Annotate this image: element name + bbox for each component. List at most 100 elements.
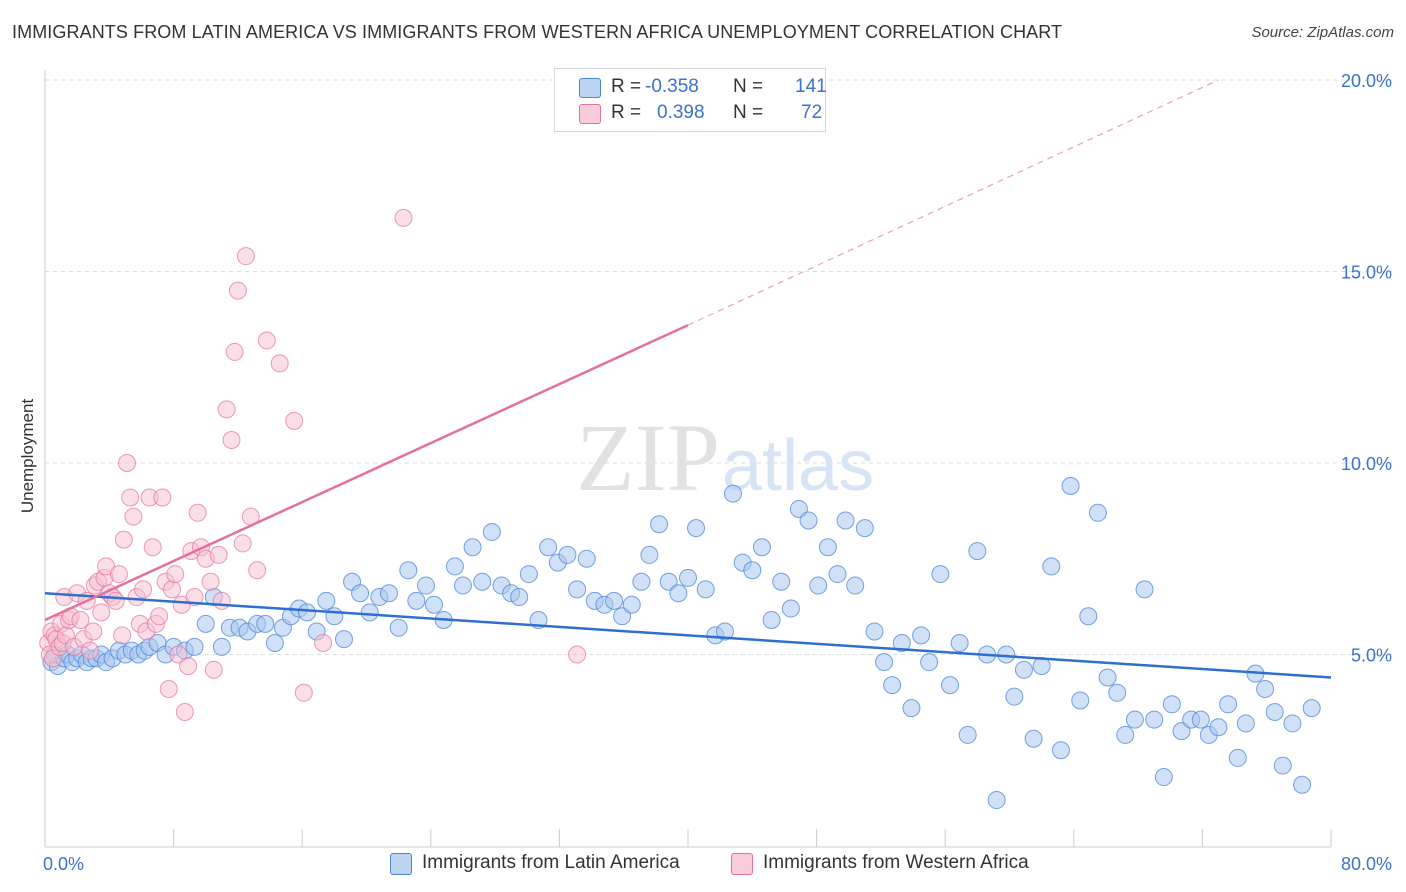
data-point-latin-america [752,538,771,557]
data-point-latin-america [883,676,902,695]
data-point-latin-america [828,565,847,584]
data-point-latin-america [781,599,800,618]
data-point-latin-america [902,699,921,718]
data-point-latin-america [640,545,659,564]
legend-n-value: 141 [795,76,827,97]
data-point-latin-america [659,572,678,591]
grid-lines [45,79,1392,655]
data-point-latin-america [577,549,596,568]
source-label: Source: ZipAtlas.com [1251,24,1394,41]
data-point-latin-america [1172,722,1191,741]
data-point-latin-america [875,653,894,672]
y-tick-label: 10.0% [1341,454,1392,474]
data-point-latin-america [772,572,791,591]
data-point-latin-america [453,576,472,595]
data-point-latin-america [743,561,762,580]
data-point-latin-america [1005,687,1024,706]
data-point-latin-america [1125,710,1144,729]
data-point-western-africa [314,634,333,653]
data-point-latin-america [950,634,969,653]
data-point-western-africa [188,503,207,522]
data-point-western-africa [113,626,132,645]
data-point-latin-america [351,584,370,603]
chart-title: IMMIGRANTS FROM LATIN AMERICA VS IMMIGRA… [12,22,1063,42]
data-point-latin-america [762,611,781,630]
data-point-western-africa [166,565,185,584]
data-point-latin-america [997,645,1016,664]
data-point-latin-america [920,653,939,672]
legend-r-value: -0.358 [645,76,699,97]
data-point-western-africa [150,607,169,626]
data-point-latin-america [1071,691,1090,710]
y-tick-labels: 5.0% 10.0% 15.0% 20.0% [1341,71,1392,666]
data-point-western-africa [204,660,223,679]
data-point-latin-america [1145,710,1164,729]
data-point-latin-america [334,630,353,649]
data-point-latin-america [463,538,482,557]
data-point-western-africa [225,342,244,361]
data-point-latin-america [1061,476,1080,495]
data-point-latin-america [679,568,697,587]
data-point-latin-america [558,545,577,564]
legend-swatch-pink [579,104,601,124]
data-point-latin-america [1191,710,1210,729]
data-point-latin-america [1079,607,1098,626]
legend-label-latin-america: Immigrants from Latin America [422,852,680,873]
y-tick-label: 20.0% [1341,71,1392,91]
data-point-western-africa [285,411,304,430]
legend-n-value: 72 [801,102,823,123]
legend-r-value: 0.398 [657,102,705,123]
data-point-latin-america [1293,775,1312,794]
data-point-latin-america [360,603,379,622]
data-point-western-africa [201,572,220,591]
data-point-latin-america [482,522,501,541]
legend-n-label: N = [733,102,764,123]
data-point-western-africa [143,538,162,557]
data-point-latin-america [632,572,651,591]
data-point-western-africa [92,603,111,622]
data-point-latin-america [196,614,215,633]
data-point-latin-america [1051,741,1070,760]
data-point-latin-america [724,484,743,503]
data-point-latin-america [1256,679,1275,698]
data-point-latin-america [987,791,1006,810]
data-point-western-africa [236,247,255,266]
data-point-latin-america [613,607,632,626]
data-point-western-africa [212,591,231,610]
data-point-latin-america [1219,695,1238,714]
trend-line-western-africa-extension [687,79,1219,326]
data-point-latin-america [539,538,558,557]
data-point-latin-america [1042,557,1061,576]
correlation-legend: R = -0.358 N = 141 R = 0.398 N = 72 [554,68,827,132]
legend-swatch-blue [390,853,412,875]
axes [44,70,1332,848]
data-point-western-africa [117,454,136,472]
data-point-western-africa [71,611,90,630]
data-point-latin-america [669,584,688,603]
data-point-western-africa [257,331,276,350]
data-point-latin-america [510,588,529,607]
data-point-latin-america [1228,748,1247,767]
data-point-western-africa [217,400,236,419]
trend-lines [44,79,1332,679]
data-point-latin-america [473,572,492,591]
x-tick-label: 0.0% [43,854,84,874]
data-point-western-africa [568,645,587,664]
data-point-latin-america [1108,683,1127,702]
data-point-latin-america [1236,714,1255,733]
data-point-latin-america [715,622,734,641]
data-point-latin-america [212,637,231,656]
data-point-latin-america [185,637,204,656]
data-point-western-africa [233,534,252,553]
data-point-latin-america [399,561,418,580]
data-point-western-africa [121,488,140,507]
data-point-western-africa [134,580,153,599]
data-point-latin-america [958,725,977,744]
data-point-latin-america [380,584,399,603]
data-point-western-africa [169,645,188,664]
data-point-latin-america [865,622,884,641]
legend-r-label: R = [611,76,642,97]
data-point-latin-america [696,580,715,599]
data-point-latin-america [818,538,837,557]
data-point-latin-america [317,591,336,610]
